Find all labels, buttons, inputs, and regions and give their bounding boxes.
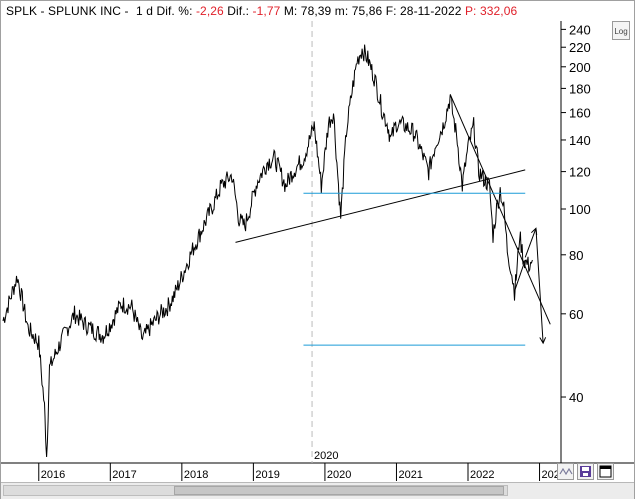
- cursor-date-label: 2020: [314, 450, 338, 462]
- y-tick-label: 140: [569, 133, 591, 148]
- y-tick-label: 200: [569, 60, 591, 75]
- y-tick-label: 240: [569, 22, 591, 37]
- x-tick-label: 2016: [41, 469, 65, 481]
- max-label: M:: [283, 4, 298, 18]
- save-button[interactable]: [577, 463, 594, 480]
- min-value: 75,86: [351, 4, 383, 18]
- y-tick-label: 80: [569, 248, 583, 263]
- date-value: 28-11-2022: [400, 4, 462, 18]
- projection-arrow: [535, 228, 543, 343]
- trend-line: [235, 169, 526, 243]
- symbol-label: SPLK - SPLUNK INC -: [6, 4, 129, 18]
- zigzag-icon: [559, 467, 573, 476]
- projection-arrow: [524, 228, 536, 258]
- trend-line: [449, 93, 551, 325]
- scroll-track[interactable]: [3, 485, 508, 496]
- zigzag-tool-button[interactable]: [557, 463, 574, 480]
- window-button[interactable]: [597, 463, 614, 480]
- x-tick-label: 2022: [470, 469, 494, 481]
- x-tick-label: 2021: [398, 469, 422, 481]
- dif-label: Dif.:: [227, 4, 250, 18]
- price-series-line: [2, 44, 533, 458]
- scroll-bar: [1, 482, 634, 499]
- max-value: 78,39: [300, 4, 332, 18]
- window-icon: [599, 465, 612, 478]
- quote-header: SPLK - SPLUNK INC - 1 d Dif. %: -2,26 Di…: [6, 4, 517, 18]
- y-tick-label: 60: [569, 307, 583, 322]
- price-label: P:: [464, 4, 477, 18]
- y-tick-label: 220: [569, 40, 591, 55]
- trend-line: [514, 259, 526, 292]
- x-tick-label: 2018: [184, 469, 208, 481]
- dif-pct-label: Dif. %:: [156, 4, 193, 18]
- save-icon: [580, 466, 591, 477]
- dif-pct-value: -2,26: [195, 4, 224, 18]
- y-tick-label: 180: [569, 81, 591, 96]
- y-tick-label: 100: [569, 202, 591, 217]
- date-label: F:: [385, 4, 397, 18]
- scroll-thumb[interactable]: [174, 486, 504, 495]
- x-tick-label: 2017: [112, 469, 136, 481]
- price-value: 332,06: [479, 4, 518, 18]
- y-tick-label: 40: [569, 390, 583, 405]
- x-tick-label: 2020: [327, 469, 351, 481]
- y-tick-label: 160: [569, 106, 591, 121]
- dif-value: -1,77: [252, 4, 281, 18]
- log-scale-button[interactable]: Log: [612, 21, 630, 40]
- interval-label: 1 d: [136, 4, 154, 18]
- min-label: m:: [334, 4, 349, 18]
- x-tick-label: 2019: [255, 469, 279, 481]
- y-tick-label: 120: [569, 165, 591, 180]
